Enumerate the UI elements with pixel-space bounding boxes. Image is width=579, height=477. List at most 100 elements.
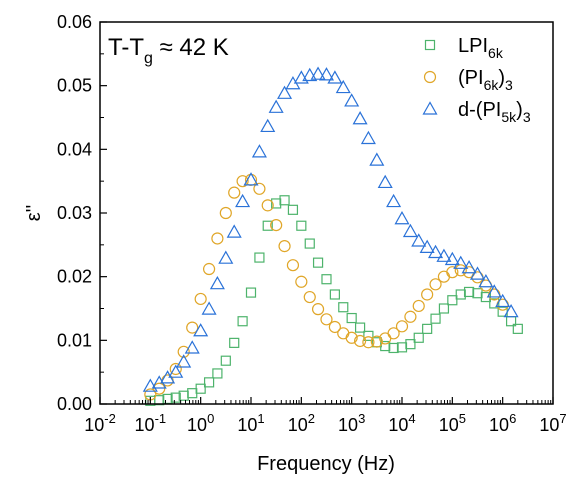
data-point (329, 289, 340, 300)
data-point (287, 204, 299, 215)
data-marks (142, 66, 523, 406)
x-tick-label: 103 (338, 411, 365, 435)
y-tick-label: 0.03 (57, 203, 92, 223)
data-point (446, 266, 459, 279)
data-point (396, 342, 408, 353)
data-point (203, 377, 215, 388)
data-point (151, 375, 167, 389)
data-point (360, 130, 376, 145)
data-point (463, 286, 475, 298)
data-point (302, 67, 318, 82)
data-point (412, 299, 425, 313)
series-3 (142, 66, 519, 392)
data-point (362, 336, 375, 349)
x-tick-label: 106 (489, 411, 516, 435)
data-point (328, 320, 341, 334)
data-point (254, 252, 265, 263)
data-point (296, 220, 307, 231)
data-point (184, 340, 200, 354)
data-point (404, 310, 417, 323)
data-point (293, 70, 309, 84)
data-point (229, 337, 240, 348)
data-point (260, 118, 276, 133)
data-point (310, 66, 326, 80)
data-point (395, 320, 409, 333)
data-point (353, 334, 367, 348)
data-point (422, 323, 433, 334)
data-point (286, 259, 300, 272)
data-point (455, 289, 466, 300)
data-point (236, 175, 249, 188)
data-point (394, 211, 410, 225)
data-point (512, 323, 523, 334)
legend-label: d-(PI5k)3 (458, 99, 531, 125)
data-point (312, 257, 324, 268)
data-point (338, 302, 349, 313)
data-point (335, 79, 351, 94)
data-point (262, 220, 273, 231)
data-point (363, 330, 374, 341)
data-point (489, 298, 500, 309)
data-point (469, 266, 486, 280)
data-point (429, 278, 442, 291)
data-point (327, 70, 343, 84)
data-point (428, 244, 444, 259)
legend-marker (424, 39, 436, 51)
data-point (218, 250, 234, 264)
data-point (271, 198, 282, 209)
data-point (170, 392, 181, 403)
data-point (235, 193, 251, 208)
data-point (211, 232, 224, 245)
data-point (194, 292, 207, 306)
legend-label: LPI6k (458, 35, 504, 61)
data-point (228, 186, 241, 199)
data-point (195, 383, 206, 394)
legend-label: (PI6k)3 (458, 67, 513, 93)
data-point (202, 262, 216, 276)
data-point (421, 288, 434, 301)
data-point (436, 248, 452, 262)
data-point (311, 303, 325, 316)
data-point (295, 275, 308, 288)
x-tick-label: 10-1 (135, 411, 167, 435)
data-point (438, 303, 450, 314)
data-point (219, 206, 232, 220)
data-point (245, 287, 257, 298)
data-point (370, 335, 383, 348)
data-point (453, 255, 469, 269)
data-point (237, 316, 248, 327)
data-point (209, 275, 225, 290)
data-point (279, 195, 290, 206)
y-tick-label: 0.01 (57, 330, 92, 350)
data-point (405, 339, 416, 350)
x-tick-label: 107 (539, 411, 566, 435)
data-point (413, 332, 424, 343)
data-point (444, 251, 460, 266)
y-tick-label: 0.00 (57, 394, 92, 414)
data-point (354, 322, 366, 333)
data-point (386, 193, 402, 208)
x-axis-ticks: 10-2 10-1 100 101 102 103 104 105 106 107 (84, 397, 567, 435)
data-point (377, 174, 393, 189)
series-2 (144, 173, 509, 401)
x-tick-label: 104 (388, 411, 415, 435)
legend-marker (423, 70, 437, 84)
data-point (168, 364, 184, 378)
data-point (153, 382, 166, 395)
x-tick-label: 105 (439, 411, 466, 435)
y-axis-title: ε'' (23, 205, 45, 222)
data-point (437, 270, 451, 283)
data-point (345, 331, 358, 344)
data-point (346, 312, 357, 324)
data-point (226, 224, 242, 238)
data-point (411, 233, 427, 247)
data-point (447, 295, 458, 306)
data-point (369, 152, 385, 166)
data-point (320, 313, 333, 326)
data-point (261, 199, 274, 212)
y-tick-label: 0.05 (57, 76, 92, 96)
data-point (503, 303, 519, 318)
data-point (278, 240, 291, 253)
data-point (430, 313, 441, 324)
